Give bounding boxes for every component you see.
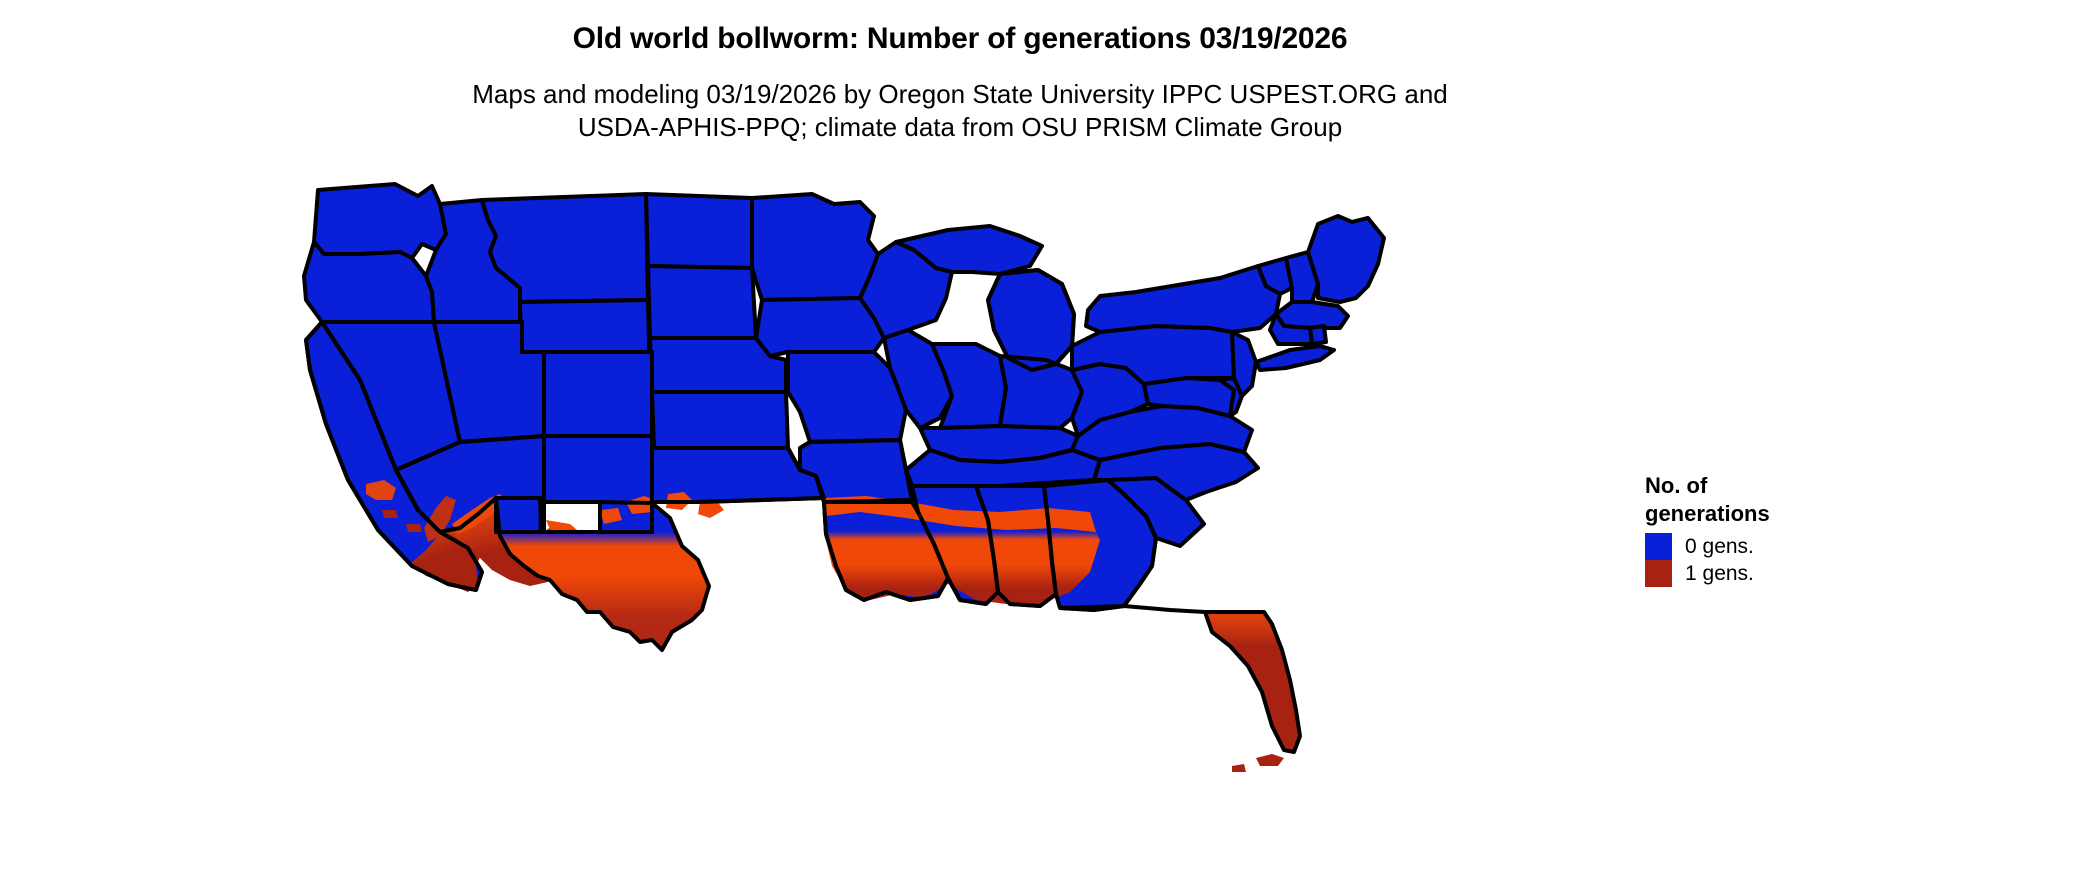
border-texas [494, 496, 711, 652]
map-state-borders [304, 268, 1302, 754]
state-south-dakota [646, 264, 758, 340]
hot-zone-gulf-orange-edge [824, 496, 1096, 532]
legend-title-line-2: generations [1645, 501, 1770, 526]
state-massachusetts [1274, 300, 1350, 330]
legend-title: No. of generations [1645, 472, 1815, 528]
legend-items: 0 gens. 1 gens. [1645, 533, 1945, 587]
legend-row-1-gens[interactable]: 1 gens. [1645, 560, 1945, 587]
legend-swatch-0-gens [1645, 533, 1672, 560]
state-minnesota [750, 192, 880, 302]
state-missouri [786, 350, 908, 444]
page-title: Old world bollworm: Number of generation… [572, 22, 1348, 55]
subtitle-line-2: USDA-APHIS-PPQ; climate data from OSU PR… [577, 112, 1343, 142]
us-map[interactable] [300, 180, 1610, 892]
legend-swatch-1-gens [1645, 560, 1672, 587]
legend-label-1-gens: 1 gens. [1685, 561, 1754, 585]
border-arkansas [798, 438, 914, 504]
long-island [1254, 344, 1336, 372]
state-washington [312, 182, 448, 260]
subtitle-line-1: Maps and modeling 03/19/2026 by Oregon S… [472, 79, 1448, 109]
border-florida [1203, 610, 1302, 754]
state-new-jersey [1230, 330, 1258, 398]
us-map-svg[interactable] [300, 180, 1610, 892]
border-florida-panhandle [1059, 604, 1206, 614]
state-north-dakota [644, 192, 754, 270]
legend-title-line-1: No. of [1645, 473, 1708, 498]
state-maine [1306, 214, 1386, 304]
state-michigan-upper [894, 224, 1044, 276]
hot-zone-texas-fingers [600, 492, 724, 524]
hot-zone-california-inland [424, 496, 456, 542]
legend-row-0-gens[interactable]: 0 gens. [1645, 533, 1945, 560]
hot-zone-channel-islands-a [382, 510, 398, 518]
state-kansas [650, 390, 790, 450]
state-new-york [1084, 264, 1282, 334]
border-great-lakes-michigan [986, 268, 1076, 372]
page-subtitle: Maps and modeling 03/19/2026 by Oregon S… [0, 78, 1920, 144]
border-tennessee [904, 448, 1102, 488]
legend-label-0-gens: 0 gens. [1685, 534, 1754, 558]
map-legend: No. of generations 0 gens. 1 gens. [1645, 472, 1945, 587]
state-connecticut [1268, 312, 1314, 346]
florida-keys [1232, 754, 1284, 772]
state-vermont [1256, 256, 1294, 296]
border-georgia [1042, 478, 1158, 612]
hot-zone-california-coastal-streak [366, 480, 396, 500]
hot-zone-channel-islands-b [406, 524, 422, 532]
